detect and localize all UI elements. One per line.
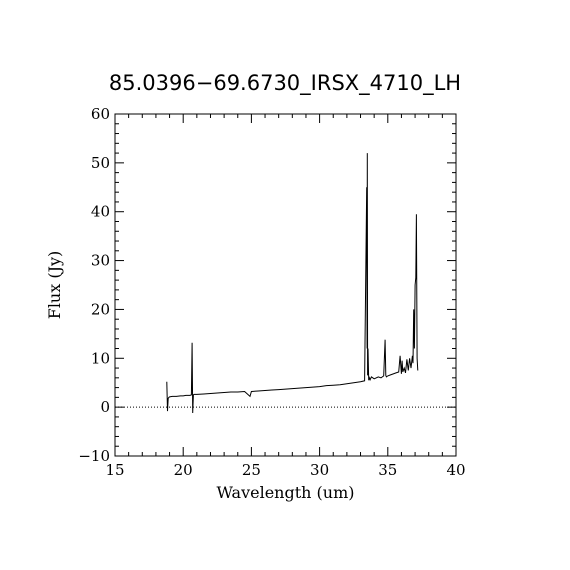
y-tick-label: −10 xyxy=(78,447,110,465)
chart-title: 85.0396−69.6730_IRSX_4710_LH xyxy=(109,71,461,96)
y-axis-label: Flux (Jy) xyxy=(45,251,64,320)
x-tick-label: 40 xyxy=(446,461,465,479)
plot-frame xyxy=(114,113,457,457)
axis-tick-labels: 15 20 25 30 35 40 −10 0 10 20 30 40 50 60 xyxy=(78,105,465,479)
y-tick-label: 10 xyxy=(91,349,110,367)
y-tick-label: 40 xyxy=(91,203,110,221)
x-tick-label: 25 xyxy=(242,461,261,479)
axis-ticks xyxy=(114,113,457,457)
y-tick-label: 20 xyxy=(91,300,110,318)
x-tick-label: 30 xyxy=(310,461,329,479)
y-tick-label: 30 xyxy=(91,252,110,270)
y-tick-label: 0 xyxy=(100,398,110,416)
y-tick-label: 60 xyxy=(91,105,110,123)
spectrum-series-line xyxy=(166,153,419,414)
x-tick-label: 15 xyxy=(105,461,124,479)
x-axis-label: Wavelength (um) xyxy=(216,483,354,502)
y-tick-label: 50 xyxy=(91,154,110,172)
x-tick-label: 35 xyxy=(378,461,397,479)
x-tick-label: 20 xyxy=(174,461,193,479)
